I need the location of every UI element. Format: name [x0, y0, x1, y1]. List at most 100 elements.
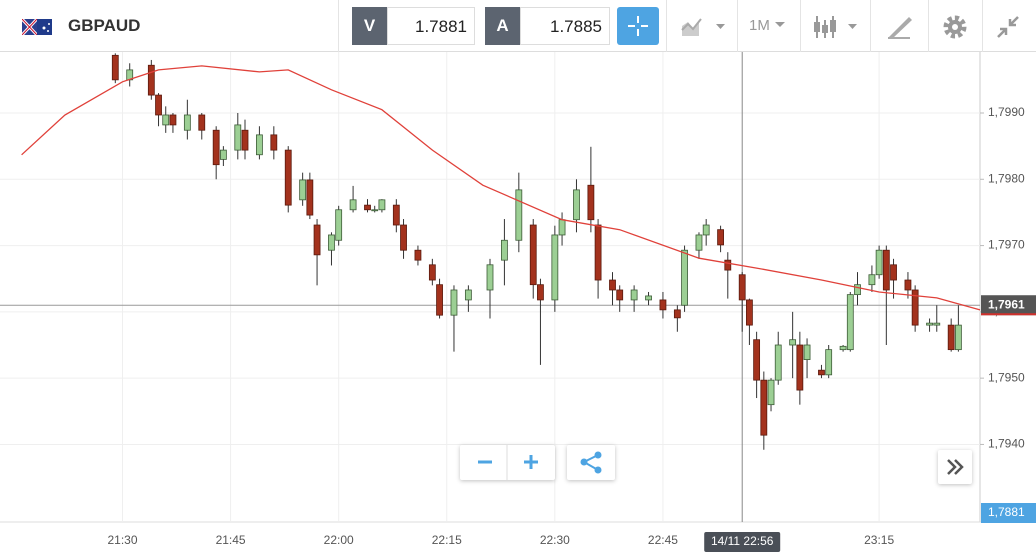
crosshair-button[interactable] — [617, 7, 659, 45]
candle-body — [306, 179, 314, 216]
candle — [717, 225, 724, 253]
candle-body — [868, 274, 876, 286]
candle-body — [933, 322, 941, 326]
candle — [147, 59, 155, 100]
candle-body — [760, 379, 768, 436]
last-price-marker — [981, 295, 1036, 316]
collapse-button[interactable] — [996, 15, 1020, 39]
x-tick-label: 22:00 — [324, 533, 354, 547]
candle — [515, 172, 523, 253]
candle-body — [464, 289, 472, 301]
candle — [428, 258, 436, 286]
flag-icon — [22, 19, 52, 35]
candle-body — [926, 322, 933, 326]
candle-body — [241, 129, 249, 151]
candle-body — [219, 149, 227, 160]
x-tick-label: 21:45 — [216, 533, 246, 547]
candle — [256, 126, 263, 160]
candle — [183, 99, 191, 140]
candle — [486, 258, 494, 319]
candle-body — [882, 249, 890, 291]
candle — [818, 364, 825, 379]
candle-body — [212, 129, 220, 166]
candle — [529, 219, 537, 299]
candle — [774, 331, 782, 385]
bid-price: 1.7881 — [387, 7, 475, 45]
candle — [825, 345, 833, 379]
candle-body — [594, 224, 602, 281]
ask-price: 1.7885 — [520, 7, 610, 45]
candle-body — [659, 299, 667, 311]
y-tick-label: 1,7990 — [988, 105, 1025, 119]
candle — [645, 291, 652, 306]
candle-body — [450, 289, 458, 316]
candle-body — [875, 249, 883, 276]
candle — [753, 331, 761, 399]
timeframe[interactable]: 1M — [749, 17, 770, 34]
candle — [234, 112, 242, 160]
candle — [587, 146, 595, 233]
zoom-in[interactable] — [524, 455, 538, 469]
candle — [162, 106, 170, 133]
candle-body — [349, 199, 357, 211]
candle — [414, 245, 422, 266]
share-button[interactable] — [567, 445, 615, 480]
candle-body — [911, 289, 919, 326]
candle — [616, 285, 624, 312]
candle — [212, 126, 220, 180]
candle-type-button[interactable] — [812, 14, 862, 40]
candle — [890, 258, 897, 299]
candle-body — [558, 219, 566, 236]
candle — [868, 265, 876, 292]
candle-body — [364, 204, 371, 211]
candle-body — [695, 234, 703, 251]
candle-body — [234, 124, 242, 151]
x-tick-label: 22:30 — [540, 533, 570, 547]
y-tick-label: 1,7980 — [988, 171, 1025, 185]
candle-body — [436, 284, 443, 316]
candle-body — [702, 224, 710, 236]
zoom-controls — [460, 445, 555, 480]
candle-body — [825, 349, 833, 376]
candle-body — [890, 264, 897, 281]
candle — [155, 93, 162, 127]
candle — [537, 278, 544, 365]
x-tick-label: 22:45 — [648, 533, 678, 547]
candle — [241, 119, 249, 160]
candle — [464, 285, 472, 312]
candle — [450, 285, 458, 352]
candle-body — [854, 284, 861, 296]
candle — [695, 232, 703, 259]
candle-body — [198, 114, 206, 131]
candle-body — [515, 189, 523, 241]
candle — [789, 311, 797, 379]
candle — [846, 291, 854, 352]
draw-button[interactable] — [885, 14, 915, 40]
candle-body — [630, 289, 638, 301]
y-axis-panel — [980, 52, 1036, 522]
candle-body — [609, 279, 616, 291]
candle-body — [717, 229, 724, 246]
candle — [911, 285, 919, 332]
candle — [630, 285, 638, 312]
candle — [392, 199, 400, 233]
candle-body — [169, 114, 177, 126]
ask-label: A — [485, 7, 520, 45]
candle-body — [328, 234, 335, 251]
settings-button[interactable] — [942, 14, 968, 40]
candle-body — [573, 189, 580, 221]
scroll-right-button[interactable] — [938, 450, 972, 484]
candle-body — [147, 64, 155, 96]
candle — [839, 345, 847, 352]
crosshair-time-box — [704, 532, 781, 552]
candle — [947, 318, 955, 352]
candle-body — [789, 339, 797, 346]
candle — [954, 305, 962, 352]
chart-type-button[interactable] — [680, 16, 730, 38]
candle — [299, 172, 307, 206]
candle-body — [904, 279, 912, 291]
candle — [501, 219, 508, 286]
candle — [349, 185, 357, 213]
